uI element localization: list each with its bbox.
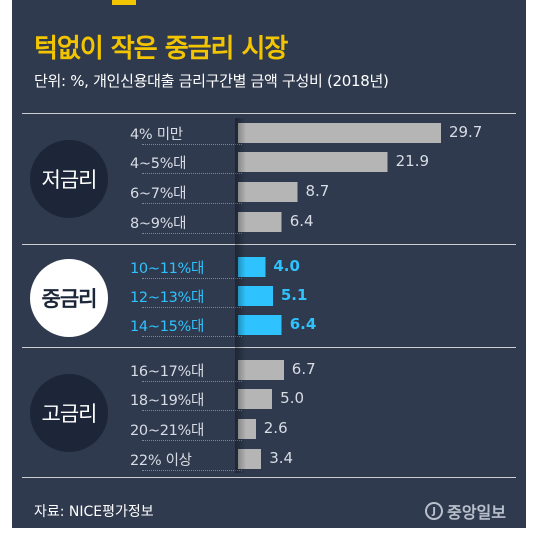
bar (238, 152, 388, 172)
bar-value-label: 29.7 (448, 123, 483, 141)
top-accent-mark (112, 0, 136, 5)
bar-value-label: 2.6 (263, 419, 288, 437)
row-leader-line (142, 410, 242, 411)
bar (238, 315, 282, 335)
row-leader-line (142, 336, 242, 337)
row-leader-line (142, 144, 242, 145)
bar-value-label: 6.4 (289, 315, 317, 333)
category-label: 16~17%대 (130, 364, 205, 380)
bar-value-label: 3.4 (269, 449, 294, 467)
bar-value-label: 21.9 (395, 152, 430, 170)
row-leader-line (142, 440, 242, 441)
chart-title: 턱없이 작은 중금리 시장 (34, 34, 288, 64)
bar-value-label: 8.7 (305, 182, 330, 200)
row-leader-line (142, 381, 242, 382)
bar-value-label: 6.4 (289, 212, 314, 230)
divider-mid-high (22, 347, 516, 348)
bar-value-label: 4.0 (273, 257, 300, 275)
publisher-logo-text: 중앙일보 (447, 503, 506, 522)
publisher-logo: J 중앙일보 (425, 499, 506, 523)
bar-value-label: 5.0 (280, 389, 305, 407)
category-label: 22% 이상 (130, 453, 192, 469)
infographic-card: 턱없이 작은 중금리 시장 단위: %, 개인신용대출 금리구간별 금액 구성비… (12, 0, 526, 528)
bar-chart (238, 123, 441, 469)
row-leader-line (142, 173, 242, 174)
bar (238, 389, 273, 409)
bar (238, 419, 256, 439)
category-label: 12~13%대 (130, 290, 205, 306)
category-label: 20~21%대 (130, 423, 205, 439)
divider-top (22, 113, 516, 114)
bar-value-label: 6.7 (291, 360, 316, 378)
bar (238, 360, 284, 380)
row-leader-line (142, 203, 242, 204)
category-label: 18~19%대 (130, 393, 205, 409)
source-note: 자료: NICE평가정보 (34, 504, 154, 520)
group-label-low: 저금리 (30, 140, 108, 218)
divider-bottom (22, 477, 516, 478)
category-label: 10~11%대 (130, 261, 205, 277)
category-label: 4% 미만 (130, 127, 183, 143)
bar (238, 212, 282, 232)
category-label: 4~5%대 (130, 156, 187, 172)
chart-axis-shadow (235, 118, 246, 473)
chart-subtitle: 단위: %, 개인신용대출 금리구간별 금액 구성비 (2018년) (34, 72, 389, 90)
bar (238, 286, 273, 306)
bar (238, 123, 441, 143)
bar (238, 449, 262, 469)
bar-value-label: 5.1 (280, 286, 308, 304)
row-leader-line (142, 307, 242, 308)
row-leader-line (142, 278, 242, 279)
category-label: 6~7%대 (130, 186, 187, 202)
category-label: 14~15%대 (130, 319, 205, 335)
divider-low-mid (22, 244, 516, 245)
bar (238, 182, 298, 202)
row-leader-line (142, 470, 242, 471)
group-label-high: 고금리 (30, 374, 108, 452)
group-label-mid: 중금리 (30, 259, 108, 337)
row-leader-line (142, 233, 242, 234)
bar (238, 257, 266, 277)
category-label: 8~9%대 (130, 216, 187, 232)
publisher-logo-icon: J (425, 502, 444, 520)
